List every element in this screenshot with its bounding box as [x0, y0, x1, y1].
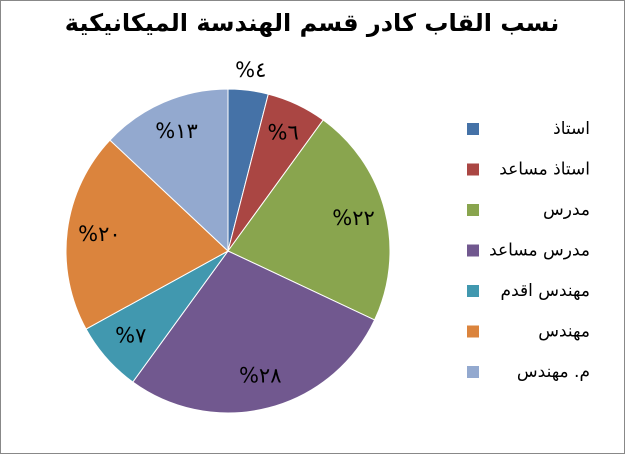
value-label: %٦ — [268, 121, 299, 145]
value-label: %٢٨ — [239, 364, 282, 388]
value-label: %٢٠ — [78, 222, 121, 246]
legend-label: استاذ مساعد — [499, 160, 590, 180]
chart-title: نسب القاب كادر قسم الهندسة الميكانيكية — [65, 9, 559, 37]
legend-label: مهندس — [538, 322, 590, 342]
value-label: %٢٢ — [332, 206, 375, 230]
pie-slice — [65, 139, 229, 330]
legend-swatch — [467, 325, 479, 338]
legend-swatch — [467, 285, 479, 297]
value-label: %١٣ — [155, 119, 198, 143]
legend-label: مدرس — [543, 200, 590, 220]
pie-slice — [109, 88, 229, 253]
legend-label: م. مهندس — [517, 362, 590, 382]
value-label: %٧ — [115, 324, 146, 348]
legend-swatch — [467, 366, 479, 378]
legend-label: مدرس مساعد — [489, 241, 590, 261]
value-label: %٤ — [235, 58, 266, 82]
legend-label: استاذ — [553, 119, 590, 139]
legend-swatch — [467, 123, 479, 135]
legend-swatch — [467, 204, 479, 216]
legend-swatch — [467, 244, 479, 257]
legend-swatch — [467, 163, 479, 176]
pie-slice — [132, 250, 376, 414]
legend-label: مهندس اقدم — [501, 281, 590, 301]
